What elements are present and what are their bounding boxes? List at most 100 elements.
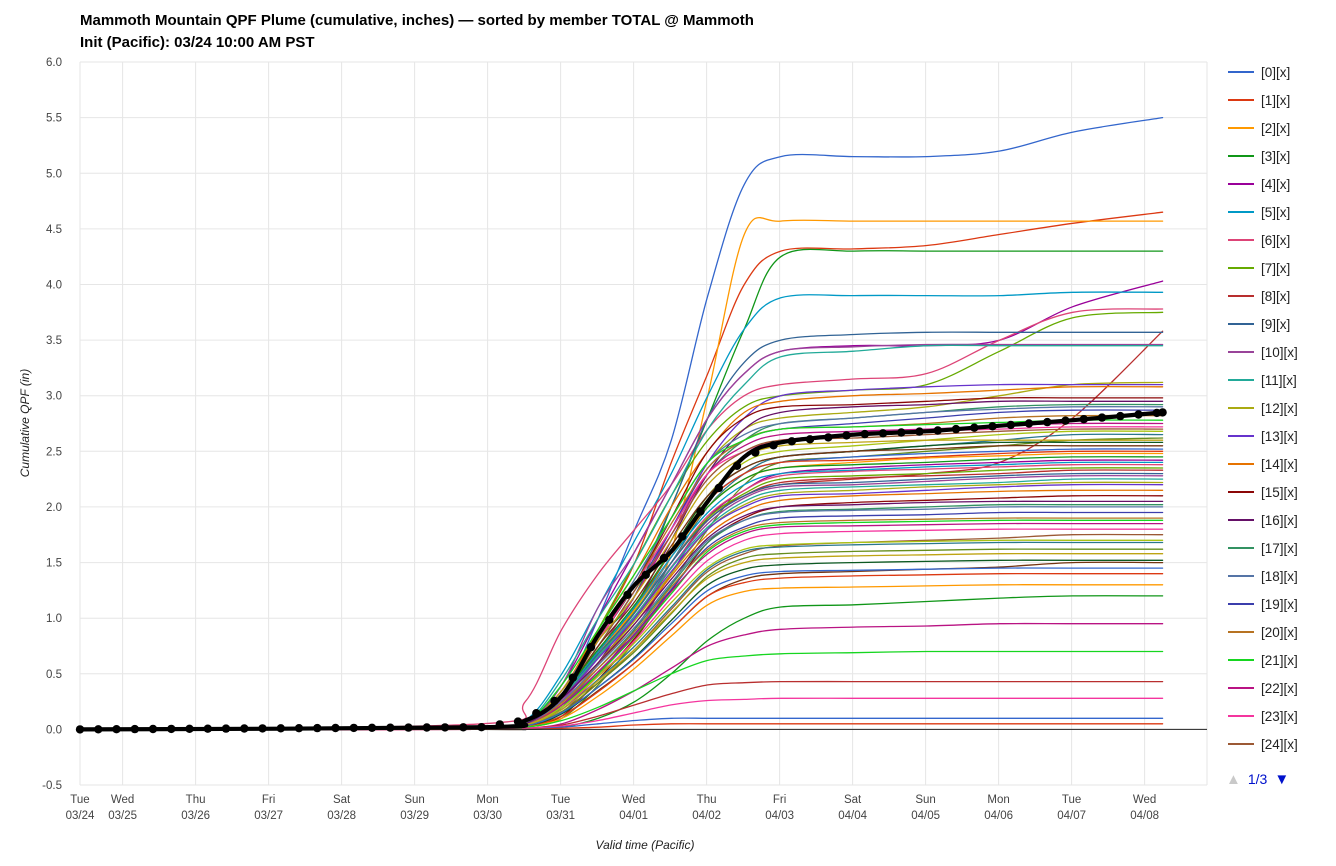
legend-item-22[interactable]: [22][x] — [1228, 674, 1334, 702]
mean-point — [313, 723, 322, 733]
legend-item-label[interactable]: [16][x] — [1261, 512, 1298, 528]
legend-item-label[interactable]: [19][x] — [1261, 596, 1298, 612]
mean-point — [349, 723, 358, 733]
legend-item-9[interactable]: [9][x] — [1228, 310, 1334, 338]
legend-swatch-icon — [1228, 239, 1254, 241]
mean-point — [167, 724, 176, 734]
legend-item-label[interactable]: [11][x] — [1261, 372, 1297, 388]
legend-item-label[interactable]: [9][x] — [1261, 316, 1291, 332]
mean-point — [94, 725, 103, 734]
legend-item-label[interactable]: [2][x] — [1261, 120, 1291, 136]
x-tick-date-label: 03/29 — [400, 810, 429, 822]
legend-item-label[interactable]: [23][x] — [1261, 708, 1298, 724]
legend-item-label[interactable]: [6][x] — [1261, 232, 1291, 248]
chart-title-line1: Mammoth Mountain QPF Plume (cumulative, … — [80, 12, 754, 29]
y-tick-label: -0.5 — [42, 780, 62, 792]
legend-page-up-icon[interactable]: ▲ — [1226, 770, 1241, 788]
y-tick-label: 0.5 — [46, 669, 62, 681]
legend-item-2[interactable]: [2][x] — [1228, 114, 1334, 142]
legend-item-0[interactable]: [0][x] — [1228, 58, 1334, 86]
legend-page-down-icon[interactable]: ▼ — [1274, 770, 1290, 788]
mean-point — [367, 723, 377, 732]
legend-item-label[interactable]: [8][x] — [1261, 288, 1291, 304]
mean-point — [1006, 420, 1015, 430]
legend-item-label[interactable]: [21][x] — [1261, 652, 1298, 668]
y-tick-label: 5.0 — [46, 168, 62, 180]
mean-point — [805, 435, 815, 444]
legend-item-label[interactable]: [1][x] — [1261, 92, 1291, 108]
mean-point — [404, 723, 413, 732]
legend-item-16[interactable]: [16][x] — [1228, 506, 1334, 534]
mean-point — [294, 724, 304, 733]
mean-point — [550, 696, 559, 706]
legend-swatch-icon — [1228, 71, 1254, 73]
legend-item-19[interactable]: [19][x] — [1228, 590, 1334, 618]
legend-item-8[interactable]: [8][x] — [1228, 282, 1334, 310]
member-line-0 — [79, 116, 1164, 731]
legend-item-14[interactable]: [14][x] — [1228, 450, 1334, 478]
member-line-11 — [79, 344, 1164, 731]
legend-item-label[interactable]: [10][x] — [1261, 344, 1298, 360]
legend-item-label[interactable]: [4][x] — [1261, 176, 1291, 192]
legend-item-12[interactable]: [12][x] — [1228, 394, 1334, 422]
x-tick-date-label: 04/07 — [1057, 810, 1086, 822]
x-tick-date-label: 03/31 — [546, 810, 575, 822]
mean-point — [1134, 410, 1143, 419]
x-axis-title: Valid time (Pacific) — [595, 838, 695, 852]
legend-item-23[interactable]: [23][x] — [1228, 702, 1334, 730]
mean-point — [933, 426, 942, 435]
mean-point — [386, 723, 395, 732]
legend-item-4[interactable]: [4][x] — [1228, 170, 1334, 198]
legend-item-label[interactable]: [13][x] — [1261, 428, 1298, 444]
x-tick-day-label: Sat — [844, 794, 862, 806]
legend-item-1[interactable]: [1][x] — [1228, 86, 1334, 114]
legend-item-label[interactable]: [12][x] — [1261, 400, 1298, 416]
legend-item-21[interactable]: [21][x] — [1228, 646, 1334, 674]
legend-swatch-icon — [1228, 575, 1254, 577]
legend-swatch-icon — [1228, 183, 1254, 185]
legend-item-17[interactable]: [17][x] — [1228, 534, 1334, 562]
x-tick-date-label: 04/03 — [765, 810, 794, 822]
mean-point — [605, 615, 614, 624]
legend-item-label[interactable]: [5][x] — [1261, 204, 1291, 220]
x-tick-day-label: Tue — [70, 794, 89, 806]
legend-item-label[interactable]: [3][x] — [1261, 148, 1291, 164]
legend-item-18[interactable]: [18][x] — [1228, 562, 1334, 590]
mean-point — [787, 437, 796, 446]
x-tick-date-label: 03/28 — [327, 810, 356, 822]
legend-item-15[interactable]: [15][x] — [1228, 478, 1334, 506]
member-line-45 — [79, 489, 1164, 731]
legend-item-label[interactable]: [7][x] — [1261, 260, 1291, 276]
legend-item-24[interactable]: [24][x] — [1228, 730, 1334, 758]
legend-item-6[interactable]: [6][x] — [1228, 226, 1334, 254]
legend-item-label[interactable]: [22][x] — [1261, 680, 1298, 696]
legend-item-7[interactable]: [7][x] — [1228, 254, 1334, 282]
mean-point — [1024, 419, 1034, 428]
legend-item-11[interactable]: [11][x] — [1228, 366, 1334, 394]
legend-item-label[interactable]: [20][x] — [1261, 624, 1298, 640]
legend-item-label[interactable]: [18][x] — [1261, 568, 1298, 584]
legend-item-label[interactable]: [14][x] — [1261, 456, 1298, 472]
mean-point — [951, 424, 961, 434]
y-tick-label: 2.0 — [46, 502, 62, 514]
x-tick-date-label: 04/01 — [619, 810, 648, 822]
legend-item-5[interactable]: [5][x] — [1228, 198, 1334, 226]
legend-item-13[interactable]: [13][x] — [1228, 422, 1334, 450]
legend-swatch-icon — [1228, 519, 1254, 521]
legend: [0][x] [1][x] [2][x] [3][x] [4][x] [5][x] [6][… — [1228, 58, 1334, 758]
x-tick-day-label: Mon — [987, 794, 1009, 806]
legend-item-20[interactable]: [20][x] — [1228, 618, 1334, 646]
legend-item-3[interactable]: [3][x] — [1228, 142, 1334, 170]
mean-point — [532, 709, 541, 718]
legend-item-label[interactable]: [15][x] — [1261, 484, 1298, 500]
y-axis-title: Cumulative QPF (in) — [18, 368, 32, 478]
legend-item-10[interactable]: [10][x] — [1228, 338, 1334, 366]
legend-item-label[interactable]: [17][x] — [1261, 540, 1298, 556]
x-tick-day-label: Sun — [404, 794, 424, 806]
x-tick-day-label: Thu — [186, 794, 206, 806]
y-tick-label: 3.0 — [46, 391, 62, 403]
legend-item-label[interactable]: [0][x] — [1261, 64, 1291, 80]
legend-item-label[interactable]: [24][x] — [1261, 736, 1298, 752]
x-tick-date-label: 04/04 — [838, 810, 867, 822]
y-tick-label: 2.5 — [46, 446, 62, 458]
